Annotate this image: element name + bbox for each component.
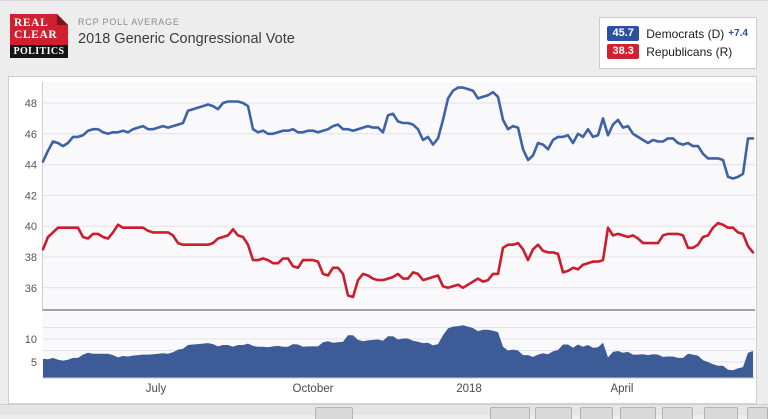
republicans-label: Republicans (R) bbox=[646, 44, 733, 59]
time-range-button[interactable] bbox=[580, 407, 613, 419]
republicans-line bbox=[41, 221, 755, 299]
time-range-button[interactable] bbox=[315, 407, 353, 419]
rcp-logo-line2: CLEAR bbox=[14, 28, 58, 41]
democrats-value-badge: 45.7 bbox=[607, 26, 640, 41]
footer-strip bbox=[0, 404, 768, 415]
panel-separator bbox=[42, 309, 755, 311]
democrats-spread-delta: +7.4 bbox=[728, 28, 748, 39]
y-tick-label: 38 bbox=[25, 252, 37, 264]
time-range-button[interactable] bbox=[620, 407, 656, 419]
legend-box: 45.7 Democrats (D) +7.4 38.3 Republicans… bbox=[599, 17, 757, 69]
y-tick-label: 5 bbox=[31, 357, 37, 369]
rcp-logo-line1: REAL bbox=[14, 17, 49, 29]
x-tick-label: October bbox=[293, 383, 334, 395]
y-tick-label: 42 bbox=[25, 190, 37, 202]
x-tick-label: July bbox=[146, 383, 167, 395]
y-tick-label: 40 bbox=[25, 221, 37, 233]
republicans-value-badge: 38.3 bbox=[607, 44, 640, 59]
rcp-logo[interactable]: REAL CLEAR POLITICS bbox=[10, 14, 68, 58]
y-tick-label: 46 bbox=[25, 129, 37, 141]
time-range-button[interactable] bbox=[704, 407, 738, 419]
y-tick-label: 36 bbox=[25, 283, 37, 295]
time-range-button[interactable] bbox=[662, 407, 693, 419]
y-tick-label: 44 bbox=[25, 160, 37, 172]
legend-row-republicans[interactable]: 38.3 Republicans (R) bbox=[607, 44, 748, 59]
page-top-border bbox=[0, 0, 768, 1]
poll-average-kicker: RCP POLL AVERAGE bbox=[78, 17, 180, 27]
rcp-logo-line3: POLITICS bbox=[10, 45, 68, 58]
y-tick-label: 10 bbox=[25, 334, 37, 346]
main-plot-background bbox=[42, 82, 755, 310]
legend-row-democrats[interactable]: 45.7 Democrats (D) +7.4 bbox=[607, 26, 748, 41]
democrats-label: Democrats (D) bbox=[646, 26, 725, 41]
logo-folded-corner-icon bbox=[57, 14, 68, 25]
page-title: 2018 Generic Congressional Vote bbox=[78, 31, 295, 47]
spread-area bbox=[43, 325, 753, 378]
x-tick-label: 2018 bbox=[456, 383, 482, 395]
democrats-line bbox=[41, 86, 755, 180]
time-range-button[interactable] bbox=[747, 407, 768, 419]
time-range-button[interactable] bbox=[535, 407, 572, 419]
time-range-button[interactable] bbox=[490, 407, 530, 419]
x-tick-label: April bbox=[610, 383, 633, 395]
trend-chart: 48 46 44 42 40 38 36 10 5 July October 2018 April bbox=[25, 82, 755, 395]
y-tick-label: 48 bbox=[25, 98, 37, 110]
